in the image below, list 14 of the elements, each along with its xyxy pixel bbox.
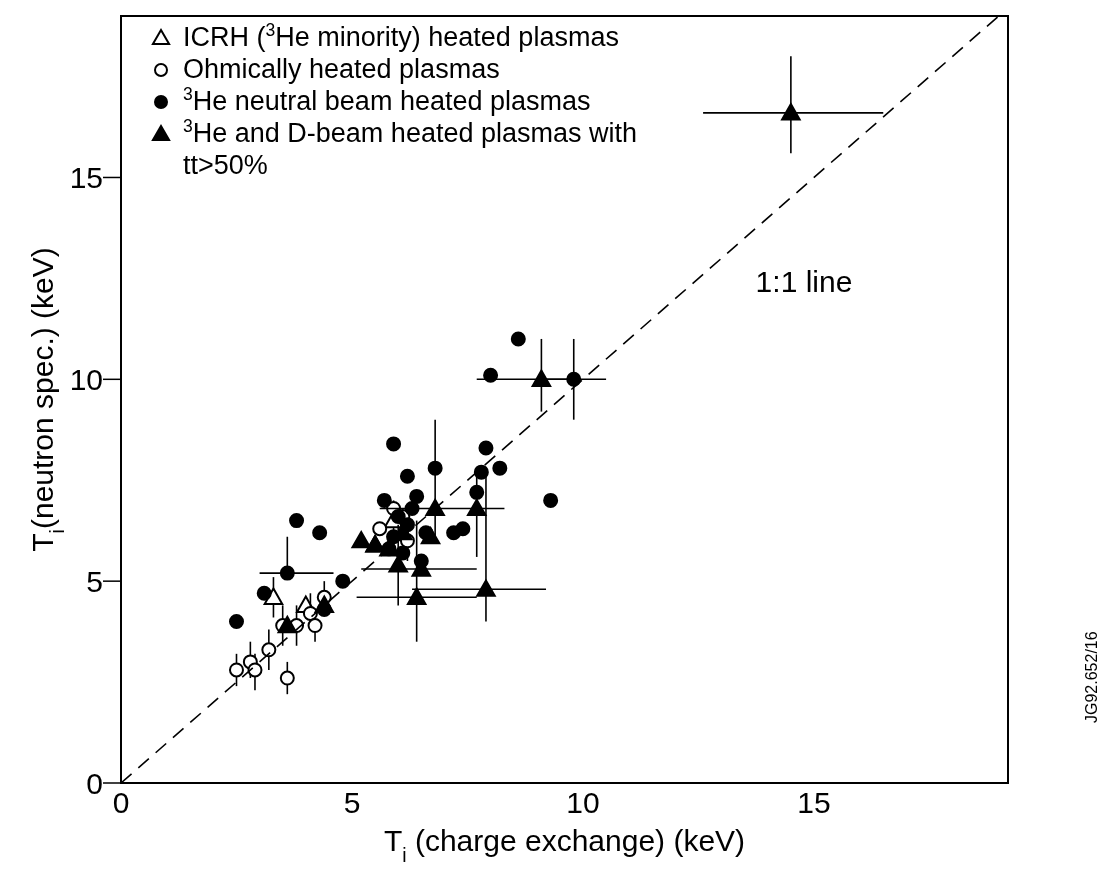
y-tick-label: 10 xyxy=(69,362,103,396)
annotation: 1:1 line xyxy=(755,265,853,299)
x-tick-label: 5 xyxy=(343,786,361,819)
x-axis-title: T$_{i}$ (charge exchange) (keV) xyxy=(383,824,746,866)
legend-label: $^{3}$He neutral beam heated plasmas xyxy=(183,84,591,116)
text: JG92.652/16 xyxy=(1083,631,1100,723)
legend-label: ICRH ($^{3}$He minority) heated plasmas xyxy=(183,20,619,52)
legend-label: $^{3}$He and D-beam heated plasmas with tt>50% xyxy=(183,116,637,180)
x-tick-label: 15 xyxy=(797,786,831,819)
y-tick-label: 5 xyxy=(86,564,103,598)
y-tick-label: 15 xyxy=(69,160,103,194)
legend-label: Ohmically heated plasmas xyxy=(183,54,500,84)
x-tick-label: 0 xyxy=(112,786,130,819)
x-tick-label: 10 xyxy=(566,786,600,819)
